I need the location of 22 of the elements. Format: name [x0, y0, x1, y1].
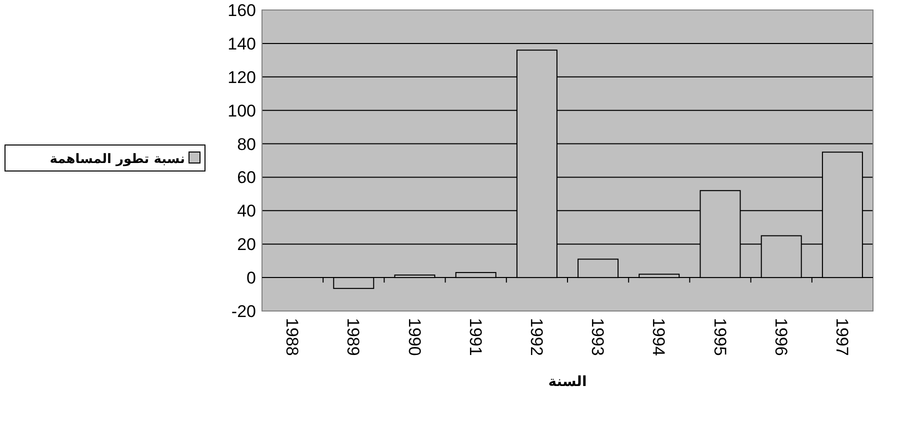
x-tick-label: 1995: [710, 318, 730, 356]
x-tick-label: 1989: [344, 318, 363, 356]
y-tick-label: 140: [228, 34, 256, 54]
legend-label: نسبة تطور المساهمة: [50, 152, 185, 167]
y-tick-label: 40: [237, 202, 256, 221]
y-tick-label: 20: [237, 235, 256, 254]
x-tick-label: 1994: [649, 318, 668, 356]
x-tick-label: 1993: [588, 318, 608, 356]
x-tick-label: 1988: [282, 318, 302, 356]
x-tick-label: 1990: [404, 318, 424, 356]
y-tick-label: -20: [231, 302, 256, 321]
x-tick-label: 1992: [526, 318, 546, 356]
x-axis-title: السنة: [548, 374, 587, 390]
y-tick-label: 80: [237, 134, 256, 154]
x-tick-label: 1991: [466, 318, 485, 356]
y-tick-label: 100: [228, 101, 256, 120]
y-tick-label: 0: [246, 268, 256, 288]
y-tick-label: 160: [228, 1, 256, 20]
y-tick-label: 120: [228, 68, 256, 87]
y-tick-label: 60: [237, 168, 256, 188]
x-tick-label: 1997: [832, 318, 852, 356]
x-tick-label: 1996: [771, 318, 790, 356]
